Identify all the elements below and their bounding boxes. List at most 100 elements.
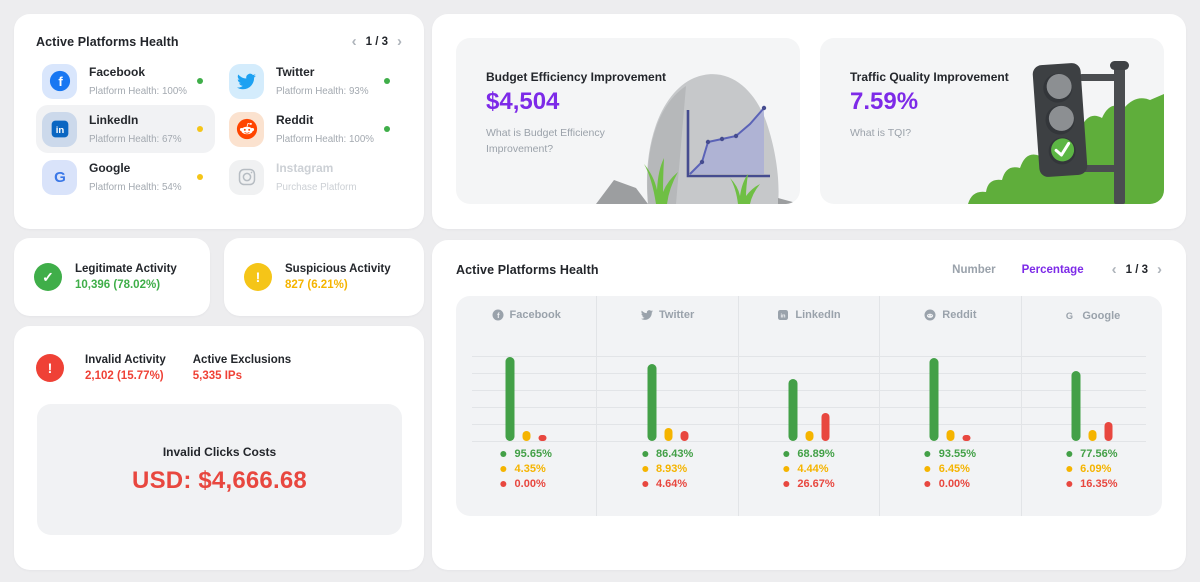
invalid-clicks-costs-title: Invalid Clicks Costs [162, 444, 277, 459]
invalid-activity-value: 2,102 (15.77%) [85, 370, 164, 382]
tab-number[interactable]: Number [952, 263, 996, 276]
chart-column-facebook: f Facebook 95.65% 4.35% 0.00% [456, 296, 598, 516]
invalid-clicks-costs-value: USD: $4,666.68 [132, 466, 307, 494]
status-dot-green [384, 78, 390, 84]
svg-text:G: G [54, 169, 66, 186]
linkedin-icon: in [778, 310, 789, 320]
bar-legitimate [929, 358, 939, 441]
active-exclusions-title: Active Exclusions [192, 354, 292, 366]
page-indicator: 1 / 3 [1125, 263, 1148, 276]
chart-column-google: G Google 77.56% 6.09% 16.35% [1022, 296, 1162, 516]
budget-efficiency-title: Budget Efficiency Improvement [486, 70, 667, 84]
legend-value: 6.09% [1080, 463, 1112, 475]
error-circle-icon: ! [36, 354, 64, 382]
suspicious-activity-value: 827 (6.21%) [285, 279, 348, 291]
warning-circle-icon: ! [244, 263, 272, 291]
chart-column-label: LinkedIn [795, 309, 841, 321]
platform-item-linkedin[interactable]: in LinkedIn Platform Health: 67% [36, 105, 215, 153]
chart-card-title: Active Platforms Health [456, 262, 599, 277]
traffic-quality-value: 7.59% [850, 88, 919, 115]
legend-dot-green [924, 451, 931, 457]
legend-value: 4.64% [655, 478, 688, 490]
gridline [472, 424, 1146, 425]
suspicious-activity-title: Suspicious Activity [285, 263, 391, 275]
google-icon: G [42, 159, 77, 195]
bar-legitimate [1071, 371, 1081, 441]
chart-column-label: Twitter [658, 309, 695, 321]
bar-legitimate [647, 364, 657, 441]
chevron-right-icon[interactable]: › [1157, 261, 1162, 278]
legend-dot-green [783, 451, 790, 457]
budget-efficiency-card: Budget Efficiency Improvement $4,504 Wha… [456, 38, 800, 204]
legend-value: 26.67% [797, 478, 835, 490]
chart-column-linkedin: in LinkedIn 68.89% 4.44% 26.67% [739, 296, 881, 516]
legend-dot-green [641, 451, 648, 457]
platform-item-twitter[interactable]: Twitter Platform Health: 93% [223, 57, 402, 105]
bar-suspicious [946, 430, 955, 441]
facebook-icon: f [42, 63, 77, 99]
twitter-icon [229, 63, 264, 99]
invalid-clicks-costs-box: Invalid Clicks Costs USD: $4,666.68 [37, 404, 402, 535]
platforms-health-chart-card: Active Platforms Health Number Percentag… [432, 240, 1186, 570]
legend-value: 4.44% [797, 463, 829, 475]
tab-percentage[interactable]: Percentage [1021, 263, 1084, 276]
bar-invalid [821, 413, 830, 441]
budget-efficiency-value: $4,504 [486, 88, 560, 115]
rock-chart-illustration [596, 74, 800, 204]
legend-dot-red [500, 481, 507, 487]
platform-item-instagram[interactable]: Instagram Purchase Platform [223, 153, 402, 201]
legend-dot-yellow [924, 466, 931, 472]
platform-subtitle: Purchase Platform [276, 182, 357, 193]
platforms-bar-chart: f Facebook 95.65% 4.35% 0.00% [456, 296, 1162, 516]
bar-invalid [962, 435, 971, 441]
legend-value: 77.56% [1080, 448, 1118, 460]
legend-dot-yellow [641, 466, 648, 472]
gridline [472, 373, 1146, 374]
chevron-left-icon[interactable]: ‹ [351, 33, 357, 50]
invalid-activity-card: ! Invalid Activity 2,102 (15.77%) Active… [14, 326, 424, 570]
invalid-activity-title: Invalid Activity [85, 354, 166, 366]
bar-invalid [538, 435, 547, 441]
legend-value: 95.65% [514, 448, 552, 460]
bar-legitimate [505, 357, 515, 441]
platform-name: Twitter [276, 65, 315, 79]
chevron-right-icon[interactable]: › [397, 33, 402, 50]
bar-invalid [1104, 422, 1113, 441]
legend-dot-yellow [1066, 466, 1073, 472]
chart-column-label: Reddit [942, 309, 977, 321]
platform-name: Facebook [89, 65, 146, 79]
legend-value: 6.45% [938, 463, 970, 475]
linkedin-icon: in [42, 111, 77, 147]
chevron-left-icon[interactable]: ‹ [1111, 261, 1117, 278]
tqi-help-link[interactable]: What is TQI? [850, 127, 912, 139]
platform-item-facebook[interactable]: f Facebook Platform Health: 100% [36, 57, 215, 105]
chart-pager: ‹ 1 / 3 › [1112, 262, 1162, 277]
legend-dot-yellow [500, 466, 507, 472]
budget-efficiency-help-link[interactable]: What is Budget Efficiency Improvement? [486, 127, 605, 155]
traffic-quality-card: Traffic Quality Improvement 7.59% What i… [820, 38, 1164, 204]
chart-column-reddit: Reddit 93.55% 6.45% 0.00% [880, 296, 1022, 516]
svg-text:in: in [55, 125, 64, 136]
platforms-card-title: Active Platforms Health [36, 34, 179, 49]
platform-name: Google [89, 161, 131, 175]
platform-name: LinkedIn [89, 113, 139, 127]
platform-health: Platform Health: 54% [89, 182, 182, 193]
legend-value: 86.43% [655, 448, 694, 460]
google-icon: G [1066, 311, 1073, 321]
legend-value: 0.00% [514, 478, 546, 490]
platform-item-google[interactable]: G Google Platform Health: 54% [36, 153, 215, 201]
twitter-icon [640, 310, 653, 320]
gridline [472, 441, 1146, 442]
legend-dot-red [1066, 481, 1073, 487]
bar-suspicious [1088, 430, 1097, 441]
legend-value: 16.35% [1080, 478, 1118, 490]
legitimate-activity-title: Legitimate Activity [75, 263, 177, 275]
platform-health: Platform Health: 93% [276, 86, 369, 97]
svg-text:G: G [1066, 311, 1073, 321]
svg-text:in: in [781, 313, 787, 319]
status-dot-yellow [197, 126, 203, 132]
platform-health: Platform Health: 100% [89, 86, 188, 97]
platform-item-reddit[interactable]: Reddit Platform Health: 100% [223, 105, 402, 153]
status-dot-yellow [197, 174, 203, 180]
